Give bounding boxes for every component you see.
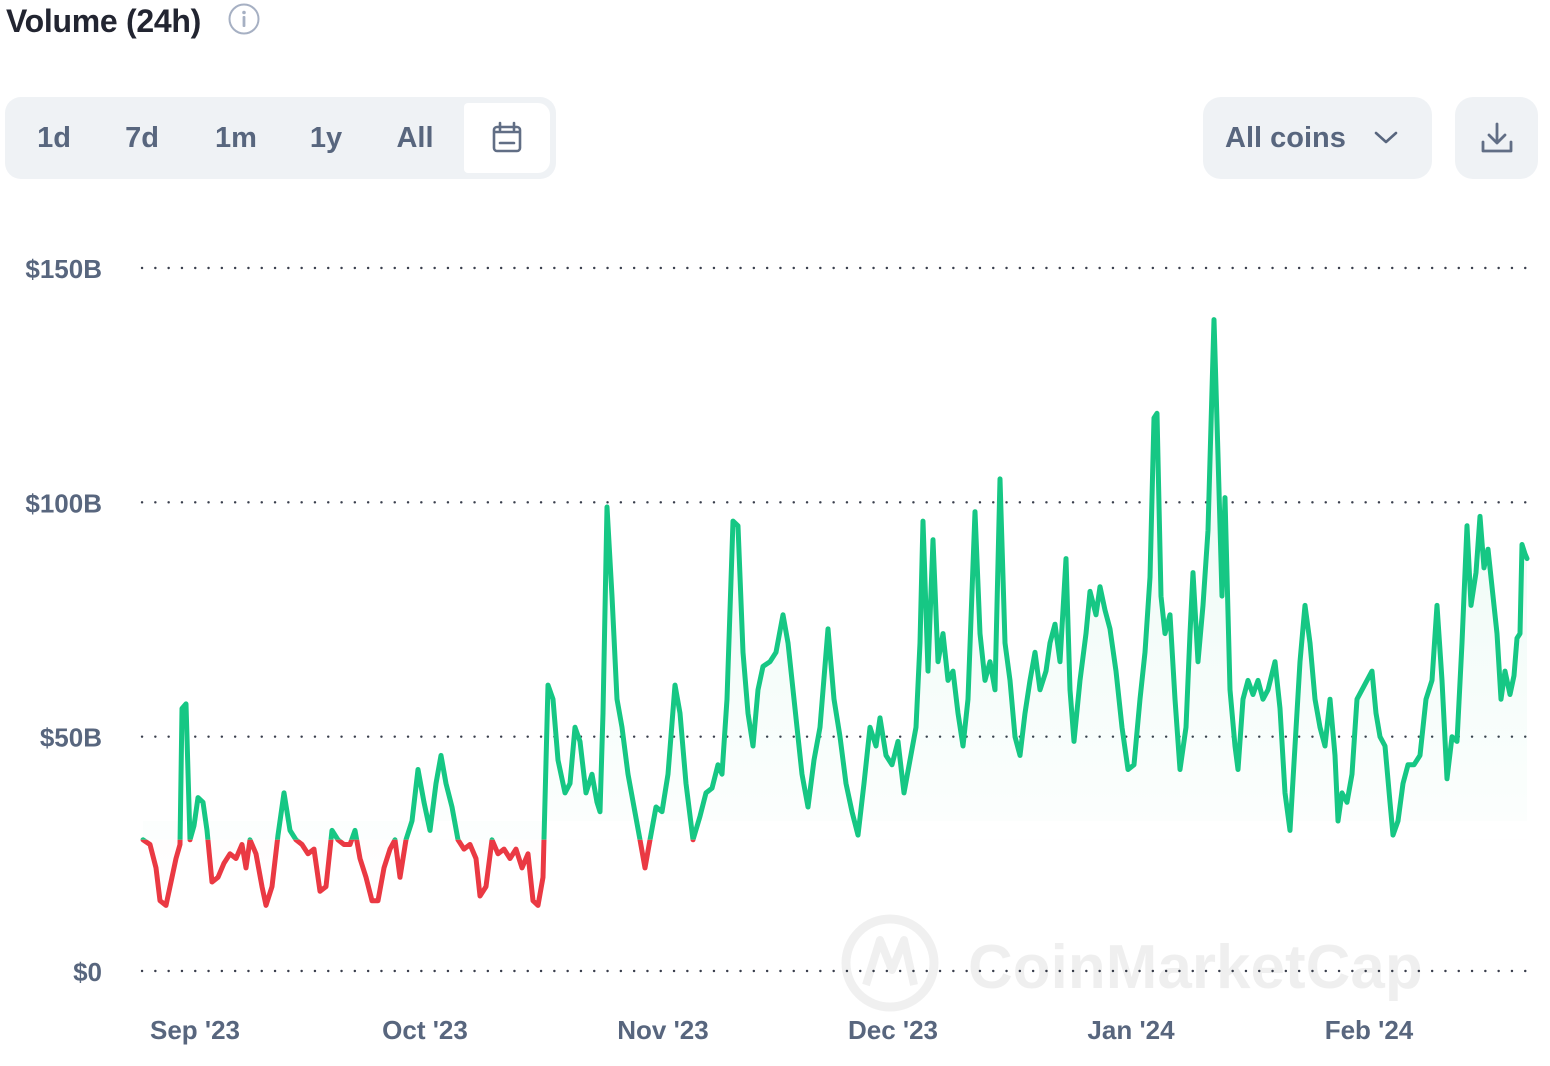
y-tick-label: $100B — [25, 488, 102, 518]
x-tick-label: Feb '24 — [1325, 1015, 1414, 1045]
calendar-icon — [492, 121, 522, 153]
chart-gridlines — [140, 266, 1534, 973]
coins-filter-value: All coins — [1225, 121, 1346, 154]
x-tick-label: Oct '23 — [382, 1015, 468, 1045]
y-axis: $0 $50B $100B $150B — [25, 254, 102, 987]
chart-header: Volume (24h) — [6, 2, 261, 41]
range-7d-button[interactable]: 7d — [125, 121, 159, 154]
range-all-button[interactable]: All — [396, 121, 434, 154]
coins-filter-dropdown[interactable]: All coins — [1203, 97, 1432, 179]
info-circle-icon[interactable] — [227, 2, 261, 41]
range-1y-button[interactable]: 1y — [309, 121, 343, 154]
x-tick-label: Jan '24 — [1087, 1015, 1175, 1045]
volume-line-up — [140, 317, 1530, 840]
download-button[interactable] — [1455, 97, 1538, 179]
volume-area — [143, 319, 1527, 906]
coinmarketcap-watermark: CoinMarketCap — [841, 914, 1423, 1012]
x-tick-label: Dec '23 — [848, 1015, 938, 1045]
x-axis: Sep '23 Oct '23 Nov '23 Dec '23 Jan '24 Feb '… — [150, 1015, 1414, 1045]
time-range-selector: 1d 7d 1m 1y All — [5, 97, 556, 179]
volume-line — [140, 317, 1530, 908]
y-tick-label: $150B — [25, 254, 102, 284]
y-tick-label: $50B — [40, 723, 102, 753]
range-1m-button[interactable]: 1m — [215, 121, 257, 154]
range-1d-button[interactable]: 1d — [37, 121, 71, 154]
custom-date-range-button[interactable] — [464, 103, 550, 173]
svg-text:CoinMarketCap: CoinMarketCap — [968, 933, 1423, 1002]
x-tick-label: Nov '23 — [617, 1015, 708, 1045]
y-tick-label: $0 — [73, 957, 102, 987]
volume-line-down — [140, 839, 696, 908]
download-icon — [1481, 122, 1512, 153]
x-tick-label: Sep '23 — [150, 1015, 240, 1045]
chart-title: Volume (24h) — [6, 3, 201, 39]
chevron-down-icon — [1374, 131, 1398, 144]
